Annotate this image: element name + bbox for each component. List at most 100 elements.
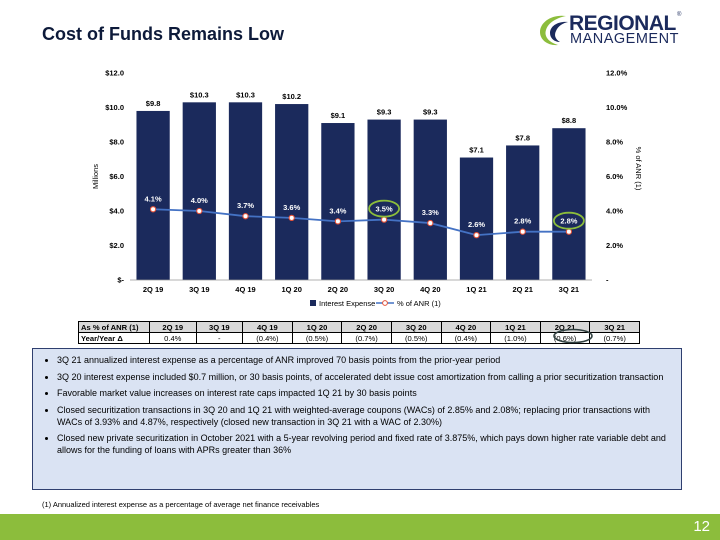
line-point [242, 213, 249, 220]
table-header-cell: 2Q 20 [341, 321, 392, 333]
bar-value-label: $9.3 [423, 108, 438, 117]
highlight-oval [553, 211, 585, 230]
bar-value-label: $9.3 [377, 108, 392, 117]
bar-value-label: $9.1 [331, 111, 346, 120]
bar [506, 145, 540, 280]
y2-tick-label: 4.0% [606, 207, 623, 216]
legend-line-marker [382, 300, 388, 306]
bar [321, 123, 355, 281]
x-tick-label: 1Q 20 [281, 285, 301, 294]
table-header-cell: 3Q 19 [195, 321, 244, 333]
line-value-label: 3.3% [422, 208, 439, 217]
line-point [196, 207, 203, 215]
line-value-label: 4.1% [145, 194, 162, 203]
highlight-oval [368, 199, 401, 218]
line-point [149, 206, 157, 213]
table-cell: (0.4%) [242, 332, 293, 344]
bar-value-label: $10.3 [236, 90, 255, 99]
table-header-cell: 4Q 20 [440, 321, 492, 333]
table-highlight-oval [553, 328, 593, 344]
y2-tick-label: - [606, 276, 609, 285]
bullet-item: Favorable market value increases on inte… [57, 387, 671, 399]
bar-value-label: $10.3 [190, 90, 209, 99]
table-cell: (0.7%) [341, 332, 392, 344]
y-tick-label: $12.0 [105, 69, 124, 78]
y-tick-label: $4.0 [109, 207, 124, 216]
line-value-label: 3.6% [283, 203, 300, 212]
line-value-label: 3.5% [376, 205, 393, 214]
bullet-item: Closed new private securitization in Oct… [57, 432, 671, 456]
bar [228, 102, 263, 280]
table-header-cell: 2Q 19 [149, 321, 197, 333]
line-value-label: 2.8% [560, 217, 577, 226]
line-value-label: 2.6% [468, 220, 485, 229]
x-tick-label: 2Q 20 [328, 285, 348, 294]
table-header-cell: 1Q 20 [291, 321, 343, 333]
logo-text-management: MANAGEMENT [570, 31, 679, 47]
bar [136, 110, 170, 280]
table-cell: (0.4%) [440, 332, 492, 344]
anr-line [153, 208, 569, 237]
table-header-label: As % of ANR (1) [78, 321, 150, 333]
table-cell: (0.5%) [390, 332, 442, 344]
bar-value-label: $7.1 [469, 146, 484, 155]
x-tick-label: 2Q 19 [143, 285, 163, 294]
y2-axis-label: % of ANR (1) [634, 147, 643, 191]
legend-bar-label: Interest Expense [319, 299, 375, 308]
line-point [288, 214, 295, 222]
line-point [565, 228, 573, 235]
bullet-item: Closed securitization transactions in 3Q… [57, 404, 671, 428]
line-value-label: 3.7% [237, 201, 254, 210]
bar [413, 119, 447, 280]
x-tick-label: 3Q 19 [189, 285, 209, 294]
x-tick-label: 3Q 20 [374, 285, 394, 294]
line-point [334, 218, 342, 225]
bar-value-label: $10.2 [282, 92, 301, 101]
x-tick-label: 2Q 21 [512, 285, 532, 294]
logo-text-regional: REGIONAL [569, 12, 676, 35]
bar-value-label: $9.8 [146, 99, 161, 108]
bar [275, 104, 309, 280]
table-cell: (0.5%) [291, 332, 343, 344]
x-tick-label: 4Q 19 [235, 285, 255, 294]
legend-line-label: % of ANR (1) [397, 299, 441, 308]
y-tick-label: $8.0 [109, 138, 124, 147]
bar-value-label: $7.8 [515, 133, 530, 142]
logo-swoosh-icon [540, 15, 568, 46]
y-tick-label: $10.0 [105, 103, 124, 112]
line-value-label: 3.4% [329, 206, 346, 215]
y2-tick-label: 8.0% [606, 138, 623, 147]
footer-bar: 12 [0, 514, 720, 540]
y2-tick-label: 2.0% [606, 241, 623, 250]
table-header-cell: 1Q 21 [490, 321, 541, 333]
y2-tick-label: 6.0% [606, 172, 623, 181]
table-header-cell: 3Q 20 [390, 321, 442, 333]
table-row: Year/Year Δ 0.4% - (0.4%) (0.5%) (0.7%) … [78, 332, 640, 344]
y-tick-label: $2.0 [109, 241, 124, 250]
table-cell: (1.0%) [490, 332, 541, 344]
table-cell: (0.7%) [589, 332, 640, 344]
y-tick-label: $- [117, 276, 124, 285]
table-cell: - [195, 332, 244, 344]
x-tick-label: 4Q 20 [420, 285, 440, 294]
anr-yoy-table: As % of ANR (1) 2Q 19 3Q 19 4Q 19 1Q 20 … [78, 321, 640, 344]
bar [552, 128, 586, 280]
bullet-item: 3Q 21 annualized interest expense as a p… [57, 354, 671, 366]
x-tick-label: 1Q 21 [466, 285, 486, 294]
table-header-row: As % of ANR (1) 2Q 19 3Q 19 4Q 19 1Q 20 … [78, 321, 640, 333]
line-value-label: 4.0% [191, 196, 208, 205]
table-row-label: Year/Year Δ [78, 332, 150, 344]
company-logo: REGIONAL MANAGEMENT ® [536, 12, 686, 48]
table-header-cell: 3Q 21 [589, 321, 640, 333]
legend-bar-swatch [310, 300, 316, 306]
y2-tick-label: 12.0% [606, 69, 628, 78]
bar [459, 157, 494, 280]
y-axis-label: Millions [91, 164, 100, 189]
y2-tick-label: 10.0% [606, 103, 628, 112]
table-header-cell: 4Q 19 [242, 321, 293, 333]
line-point [380, 216, 388, 223]
bullet-item: 3Q 20 interest expense included $0.7 mil… [57, 371, 671, 383]
x-tick-label: 3Q 21 [559, 285, 579, 294]
logo-registered-mark: ® [677, 12, 682, 18]
line-value-label: 2.8% [514, 217, 531, 226]
